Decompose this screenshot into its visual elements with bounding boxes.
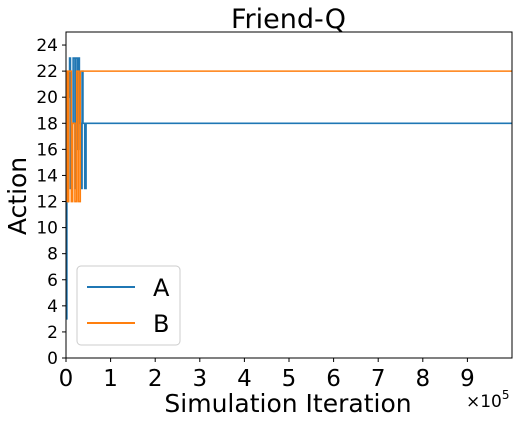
y-tick-label: 24 xyxy=(36,36,58,56)
x-tick-label: 7 xyxy=(371,366,386,392)
x-axis-label: Simulation Iteration xyxy=(164,389,411,418)
y-tick-label: 14 xyxy=(36,166,58,186)
x-tick-label: 3 xyxy=(192,366,207,392)
series-line-b xyxy=(66,70,512,203)
chart-title: Friend-Q xyxy=(231,4,346,35)
series-line-a xyxy=(66,57,512,320)
x-tick-label: 0 xyxy=(59,366,74,392)
x-tick-label: 6 xyxy=(326,366,341,392)
y-tick-label: 16 xyxy=(36,140,58,160)
x-tick-label: 2 xyxy=(148,366,163,392)
x-axis-multiplier-exponent: 5 xyxy=(502,388,510,402)
x-tick-label: 8 xyxy=(415,366,430,392)
legend-label-b: B xyxy=(153,310,169,338)
y-tick-label: 2 xyxy=(47,323,58,343)
x-tick-label: 4 xyxy=(237,366,252,392)
y-tick-label: 18 xyxy=(36,114,58,134)
y-tick-label: 22 xyxy=(36,62,58,82)
y-tick-label: 20 xyxy=(36,88,58,108)
y-tick-label: 4 xyxy=(47,297,58,317)
x-axis-multiplier-base: ×10 xyxy=(466,392,502,412)
y-tick-label: 10 xyxy=(36,219,58,239)
x-tick-label: 5 xyxy=(282,366,297,392)
legend: A B xyxy=(76,265,181,346)
x-tick-label: 9 xyxy=(460,366,475,392)
series-layer xyxy=(66,57,512,320)
x-tick-label: 1 xyxy=(103,366,118,392)
x-axis-multiplier: ×105 xyxy=(466,388,510,412)
legend-label-a: A xyxy=(153,274,170,302)
y-tick-label: 8 xyxy=(47,245,58,265)
x-axis-ticks: 0 1 2 3 4 5 6 7 8 9 xyxy=(59,358,475,392)
y-axis-label: Action xyxy=(3,157,32,235)
y-tick-label: 0 xyxy=(47,349,58,369)
y-tick-label: 12 xyxy=(36,193,58,213)
y-tick-label: 6 xyxy=(47,271,58,291)
legend-box xyxy=(76,265,181,346)
